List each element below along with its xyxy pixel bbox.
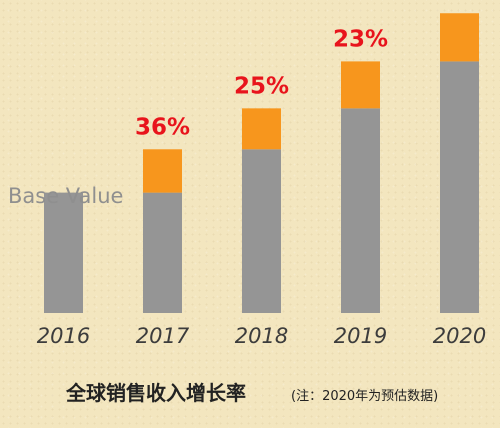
chart-note: (注：2020年为预估数据) (291, 389, 438, 404)
growth-label-2020: 19% (432, 0, 487, 4)
growth-label-2019: 23% (333, 26, 388, 52)
bar-base-2018 (242, 149, 281, 313)
bar-growth-2020 (440, 13, 479, 62)
bar-growth-2019 (341, 61, 380, 109)
x-axis-labels: 2016 2017 2018 2019 2020 (37, 324, 486, 348)
bar-base-2019 (341, 108, 380, 313)
bar-base-2016 (44, 192, 83, 313)
x-tick-label-2017: 2017 (136, 324, 190, 348)
bar-growth-2017 (143, 149, 182, 193)
growth-label-2017: 36% (135, 114, 190, 140)
x-tick-label-2019: 2019 (334, 324, 387, 348)
bar-base-2017 (143, 192, 182, 313)
x-tick-label-2016: 2016 (37, 324, 90, 348)
bar-base-2020 (440, 61, 479, 314)
chart-title: 全球销售收入增长率 (65, 381, 246, 405)
bars (44, 13, 479, 314)
base-value-label: Base Value (8, 184, 123, 208)
x-tick-label-2018: 2018 (235, 324, 288, 348)
growth-label-2018: 25% (234, 73, 289, 99)
growth-labels: 36% 25% 23% 19% (135, 0, 487, 140)
x-tick-label-2020: 2020 (433, 324, 486, 348)
bar-growth-2018 (242, 108, 281, 150)
